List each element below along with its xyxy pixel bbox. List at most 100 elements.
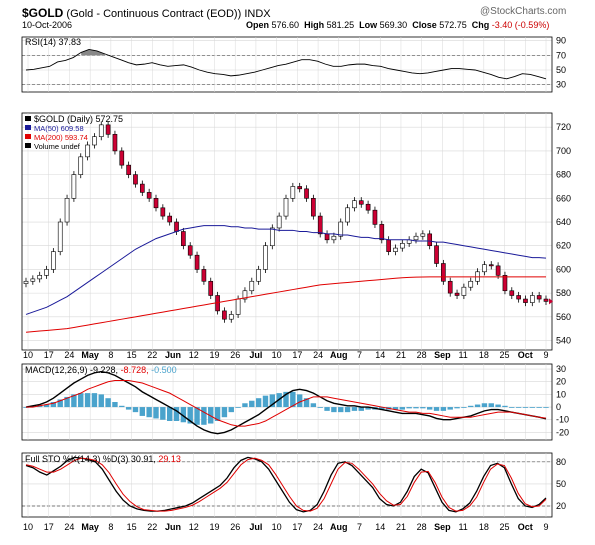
- price-y-tick-label: 620: [556, 241, 571, 251]
- sto-legend-part: Full STO %K(14,3) %D(3): [25, 454, 131, 464]
- x-tick-label-bottom: 8: [108, 522, 113, 532]
- candle-body: [454, 292, 460, 296]
- candle-body: [324, 233, 330, 241]
- candle-body: [30, 278, 36, 282]
- chart-title: $GOLD (Gold - Continuous Contract (EOD))…: [22, 6, 271, 20]
- macd-histogram-bar: [166, 407, 173, 421]
- macd-histogram-bar: [146, 407, 152, 418]
- macd-histogram-bar: [78, 393, 84, 408]
- price-legend-entry: $GOLD (Daily) 572.75: [34, 114, 123, 124]
- macd-histogram-bar: [235, 407, 241, 408]
- macd-histogram-bar: [536, 407, 542, 408]
- x-tick-label-bottom: 22: [147, 522, 157, 532]
- candle-body: [153, 198, 159, 209]
- macd-histogram-bar: [84, 393, 91, 408]
- x-tick-label-bottom: Aug: [330, 522, 348, 532]
- candle-body: [331, 235, 337, 241]
- open-value: 576.60: [271, 20, 300, 30]
- macd-histogram-bar: [447, 407, 453, 410]
- macd-histogram-bar: [344, 407, 351, 413]
- macd-histogram-bar: [495, 404, 501, 408]
- macd-histogram-bar: [481, 403, 488, 408]
- candle-body: [482, 264, 487, 273]
- macd-legend-part: -8.728,: [121, 365, 152, 375]
- price-legend-swatch: [25, 125, 31, 130]
- candle-body: [133, 174, 138, 185]
- chg-value: -3.40 (-0.59%): [491, 20, 550, 30]
- candle-body: [447, 280, 453, 294]
- ma50-line: [25, 225, 547, 315]
- price-y-tick-label: 680: [556, 170, 571, 180]
- x-tick-label: 15: [127, 350, 137, 360]
- candle-body: [51, 251, 56, 270]
- candle-body: [57, 221, 63, 252]
- x-tick-label: 10: [23, 350, 33, 360]
- x-tick-label: 8: [108, 350, 113, 360]
- macd-histogram-bar: [187, 407, 193, 424]
- candle-body: [427, 233, 433, 247]
- macd-histogram-bar: [173, 407, 180, 421]
- candle-body: [536, 295, 542, 300]
- x-tick-label-bottom: 18: [479, 522, 489, 532]
- rsi-y-tick-label: 90: [556, 36, 566, 46]
- macd-histogram-bar: [406, 407, 412, 409]
- macd-histogram-bar: [208, 407, 214, 424]
- macd-histogram-bar: [262, 395, 269, 408]
- candle-body: [488, 264, 494, 267]
- macd-histogram-bar: [365, 407, 371, 410]
- x-tick-label-bottom: Sep: [434, 522, 451, 532]
- close-value: 572.75: [439, 20, 467, 30]
- x-tick-label: 19: [209, 350, 219, 360]
- brand-label[interactable]: @StockCharts.com: [480, 6, 567, 17]
- candle-body: [228, 314, 234, 320]
- rsi-y-tick-label: 30: [556, 80, 566, 90]
- macd-histogram-bar: [502, 405, 508, 408]
- price-legend-entry: MA(50) 609.58: [34, 124, 84, 133]
- macd-histogram-bar: [454, 407, 460, 409]
- candle-body: [399, 243, 405, 249]
- macd-histogram-bar: [420, 407, 426, 409]
- macd-histogram-bar: [392, 407, 399, 410]
- candle-body: [529, 295, 535, 303]
- macd-histogram-bar: [269, 394, 276, 408]
- x-tick-label: 24: [313, 350, 323, 360]
- macd-legend-part: MACD(12,26,9): [25, 365, 90, 375]
- price-legend-entry: MA(200) 593.74: [34, 133, 88, 142]
- x-tick-label: Jun: [165, 350, 181, 360]
- macd-histogram-bar: [105, 398, 111, 408]
- open-label: Open: [246, 20, 270, 30]
- candle-body: [352, 200, 357, 209]
- price-legend-entry: Volume undef: [34, 142, 81, 151]
- macd-line: [25, 370, 547, 435]
- macd-histogram-bar: [351, 407, 358, 411]
- candle-body: [23, 280, 29, 284]
- candle-body: [174, 221, 179, 232]
- macd-histogram-bar: [255, 398, 262, 408]
- x-tick-label-bottom: 14: [375, 522, 385, 532]
- macd-histogram-bar: [43, 404, 50, 408]
- rsi-overbought-fill: [81, 49, 105, 56]
- candle-body: [201, 269, 207, 282]
- low-value: 569.30: [379, 20, 408, 30]
- x-tick-label-bottom: 17: [292, 522, 302, 532]
- macd-histogram-bar: [194, 407, 200, 425]
- candle-body: [311, 198, 316, 217]
- candle-body: [187, 245, 193, 256]
- x-tick-label-bottom: 26: [230, 522, 240, 532]
- x-tick-label-bottom: 25: [500, 522, 510, 532]
- price-y-tick-label: 560: [556, 312, 571, 322]
- x-tick-label-bottom: 24: [313, 522, 323, 532]
- candle-body: [37, 275, 43, 280]
- rsi-series-line: [25, 49, 547, 80]
- candle-body: [256, 269, 261, 282]
- macd-histogram-bar: [180, 407, 187, 423]
- macd-histogram-bar: [214, 407, 221, 421]
- sto-k-line: [25, 456, 547, 513]
- macd-histogram-bar: [283, 391, 289, 408]
- macd-histogram-bar: [249, 400, 255, 408]
- price-y-tick-label: 660: [556, 193, 571, 203]
- high-label: High: [304, 20, 325, 30]
- x-tick-label-bottom: Jun: [165, 522, 181, 532]
- candle-body: [146, 192, 152, 199]
